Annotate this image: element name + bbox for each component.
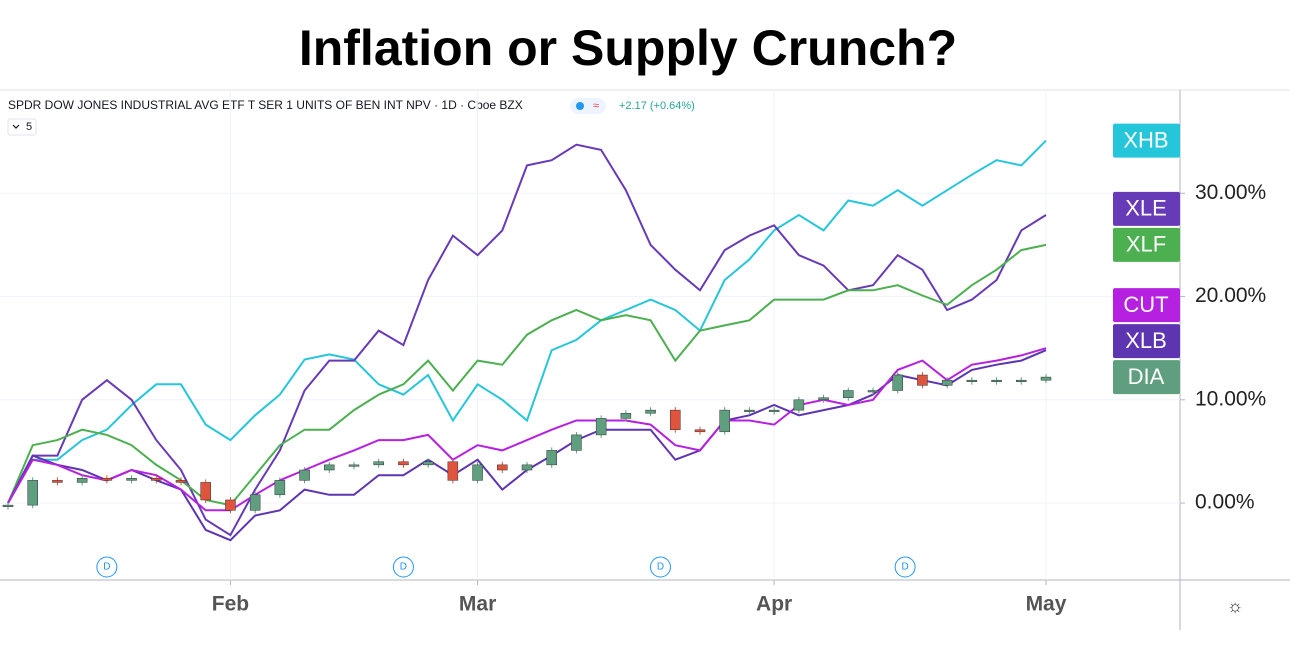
candle xyxy=(892,374,903,391)
indicator-toggle[interactable] xyxy=(7,118,37,136)
grid xyxy=(0,90,1180,580)
dividend-label: D xyxy=(400,562,407,573)
dividend-marker[interactable] xyxy=(894,556,916,578)
series-line xyxy=(7,347,1047,512)
candle xyxy=(249,494,261,511)
candle xyxy=(546,450,557,466)
series-label-box xyxy=(1113,191,1180,226)
dividend-marker[interactable] xyxy=(649,556,671,578)
x-tick-label: May xyxy=(1026,593,1067,616)
chevron xyxy=(12,124,20,129)
legend-label: XHB xyxy=(1123,127,1168,152)
candle xyxy=(521,464,533,471)
candle xyxy=(126,478,137,481)
candle xyxy=(398,461,409,466)
candle xyxy=(52,480,63,483)
series-label-box xyxy=(1113,324,1180,359)
x-tick-label: Apr xyxy=(756,593,792,616)
candle xyxy=(299,469,310,481)
candle xyxy=(917,374,928,386)
candle xyxy=(991,379,1002,382)
y-tick-label: 0.00% xyxy=(1195,491,1255,514)
candle xyxy=(719,409,730,433)
legend-label: DIA xyxy=(1128,364,1165,389)
candle xyxy=(175,480,187,483)
y-tick-label: 30.00% xyxy=(1195,181,1266,204)
candle xyxy=(694,429,706,433)
candle xyxy=(200,482,211,501)
legend-label: XLB xyxy=(1125,328,1167,353)
candle xyxy=(447,461,459,481)
series-line xyxy=(7,139,1047,504)
dividend-label: D xyxy=(103,562,110,573)
legend-label: XLE xyxy=(1125,196,1167,221)
settings-icon[interactable]: ☼ xyxy=(1227,596,1244,616)
x-tick-label: Feb xyxy=(212,593,249,616)
series-label-box xyxy=(1113,227,1180,262)
symbol-header: SPDR DOW JONES INDUSTRIAL AVG ETF T SER … xyxy=(8,98,523,112)
indicator-count: 5 xyxy=(26,121,32,133)
series-label-box xyxy=(1113,123,1180,158)
series-label-box xyxy=(1113,288,1180,323)
legend-label: XLF xyxy=(1126,232,1166,257)
candle xyxy=(324,464,335,471)
candle xyxy=(348,464,360,467)
chart-title: Inflation or Supply Crunch? xyxy=(299,20,957,76)
candle xyxy=(670,409,681,430)
status-icon xyxy=(576,102,584,110)
candle xyxy=(595,418,607,436)
candle xyxy=(867,390,879,393)
candle xyxy=(818,397,829,401)
candle xyxy=(768,409,780,412)
candle xyxy=(620,412,632,419)
x-tick-label: Mar xyxy=(459,593,496,616)
candle xyxy=(225,499,236,511)
candle xyxy=(76,478,88,483)
candle xyxy=(497,464,508,471)
candle xyxy=(966,379,978,382)
candle xyxy=(101,478,113,481)
candle xyxy=(1040,376,1052,381)
status-pill[interactable] xyxy=(570,98,606,114)
dividend-marker[interactable] xyxy=(392,556,414,578)
y-tick-label: 10.00% xyxy=(1195,387,1266,410)
candle xyxy=(843,390,854,398)
change-label: +2.17 (+0.64%) xyxy=(619,100,695,112)
candle xyxy=(1016,379,1027,382)
series-line xyxy=(7,143,1047,537)
dividend-label: D xyxy=(657,562,664,573)
candle xyxy=(941,379,953,386)
candle xyxy=(373,461,384,466)
candle xyxy=(793,399,805,411)
candle xyxy=(151,478,162,481)
candle xyxy=(645,409,656,414)
status-icon: ≈ xyxy=(593,100,599,112)
candle xyxy=(422,461,434,466)
candle xyxy=(744,409,755,412)
y-tick-label: 20.00% xyxy=(1195,284,1266,307)
candle xyxy=(472,464,483,481)
series-label-box xyxy=(1113,360,1180,395)
candle xyxy=(2,504,14,507)
dividend-marker[interactable] xyxy=(96,556,118,578)
dividend-label: D xyxy=(902,562,909,573)
candle xyxy=(571,434,582,451)
candle xyxy=(274,480,286,496)
legend-label: CUT xyxy=(1123,292,1168,317)
candle xyxy=(27,480,38,506)
